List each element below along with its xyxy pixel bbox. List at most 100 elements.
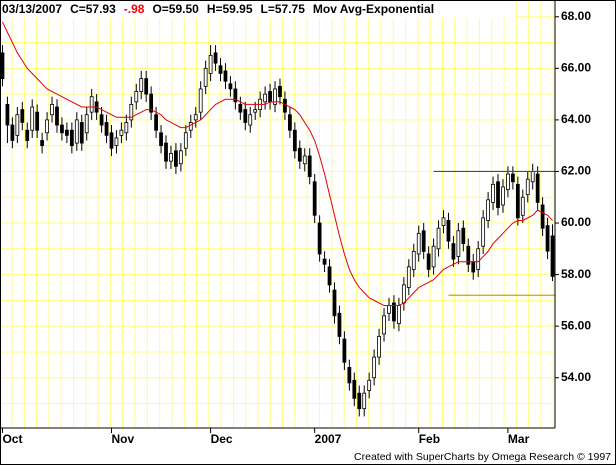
candle-body	[530, 171, 535, 183]
candle-body	[129, 104, 134, 121]
candle-body	[35, 111, 40, 131]
y-tick-label: 56.00	[561, 318, 591, 332]
candle-body	[263, 93, 267, 103]
candle-body	[545, 225, 550, 252]
candle-body	[510, 173, 515, 183]
candle-body	[312, 181, 317, 216]
candle-body	[302, 155, 307, 165]
footer: Created with SuperCharts by Omega Resear…	[354, 451, 611, 463]
x-tick-label: Oct	[2, 432, 22, 446]
candle-body	[50, 104, 54, 116]
candle-body	[104, 122, 109, 136]
x-tick-label: Dec	[211, 432, 233, 446]
candle-body	[406, 266, 411, 288]
candle-body	[481, 217, 486, 247]
y-tick-label: 68.00	[561, 9, 591, 23]
header-item: L=57.75	[261, 2, 306, 16]
candle-body	[233, 88, 238, 103]
candle-body	[421, 230, 426, 252]
header-background	[1, 1, 515, 18]
candle-body	[268, 91, 272, 103]
candle-body	[60, 124, 64, 134]
candle-body	[30, 106, 35, 131]
candle-body	[431, 245, 436, 268]
y-tick-label: 62.00	[561, 164, 591, 178]
candle-body	[10, 124, 15, 141]
candle-body	[416, 232, 421, 255]
header: 03/13/2007 C=57.93 -.98 O=59.50 H=59.95 L=57.…	[2, 2, 434, 16]
candle-body	[476, 248, 481, 270]
candle-body	[109, 132, 114, 149]
candle-body	[297, 147, 302, 162]
header-item: Mov Avg-Exponential	[313, 2, 434, 16]
candle-body	[451, 243, 456, 260]
candle-body	[397, 305, 401, 324]
candle-body	[392, 302, 396, 322]
candle-body	[496, 181, 500, 208]
candle-body	[198, 88, 203, 113]
header-item: H=59.95	[207, 2, 253, 16]
candle-body	[446, 220, 451, 242]
candle-body	[327, 266, 332, 286]
header-item: O=59.50	[152, 2, 199, 16]
candle-body	[119, 129, 124, 136]
candle-body	[89, 96, 94, 113]
candle-body	[55, 106, 59, 126]
candle-body	[471, 261, 476, 273]
candle-body	[223, 70, 228, 82]
candle-body	[228, 83, 233, 90]
candle-body	[337, 312, 342, 337]
candle-body	[183, 132, 188, 149]
candle-body	[441, 217, 446, 227]
candle-body	[164, 142, 168, 162]
candle-body	[401, 284, 406, 304]
candle-body	[307, 155, 312, 178]
y-tick-label: 54.00	[561, 370, 591, 384]
candle-body	[218, 65, 223, 74]
candle-body	[506, 173, 510, 190]
candle-body	[322, 258, 327, 265]
x-tick-label: Nov	[111, 432, 134, 446]
candle-body	[84, 114, 89, 134]
candle-body	[65, 129, 69, 136]
marks	[0, 21, 555, 417]
candle-body	[188, 122, 193, 131]
candle-body	[342, 338, 347, 363]
candle-body	[45, 119, 49, 134]
candle-body	[25, 129, 30, 141]
candle-body	[466, 245, 471, 265]
candle-body	[159, 132, 163, 147]
header-item: -.98	[124, 2, 145, 16]
candle-body	[169, 153, 173, 162]
candle-body	[288, 114, 292, 131]
y-tick-label: 60.00	[561, 215, 591, 229]
candle-body	[486, 199, 490, 221]
candle-body	[387, 305, 391, 314]
candle-body	[411, 250, 416, 270]
x-tick-label: Mar	[508, 432, 530, 446]
x-tick-label: 2007	[315, 432, 342, 446]
candle-body	[40, 140, 45, 147]
candle-body	[5, 104, 10, 126]
candle-body	[515, 183, 520, 219]
candle-body	[154, 114, 158, 131]
candle-body	[372, 356, 377, 379]
header-item: C=57.93	[70, 2, 116, 16]
candle-body	[382, 315, 386, 335]
candle-body	[273, 88, 277, 105]
candle-body	[491, 183, 495, 203]
candle-body	[436, 227, 441, 250]
candle-body	[124, 122, 129, 134]
candle-body	[238, 104, 243, 113]
candle-body	[0, 52, 5, 80]
y-tick-label: 58.00	[561, 267, 591, 281]
candle-body	[525, 178, 530, 196]
candle-body	[501, 186, 505, 206]
candle-body	[317, 222, 322, 255]
candle-body	[292, 129, 297, 152]
candle-body	[203, 67, 208, 87]
y-tick-label: 66.00	[561, 60, 591, 74]
candle-body	[357, 392, 362, 410]
